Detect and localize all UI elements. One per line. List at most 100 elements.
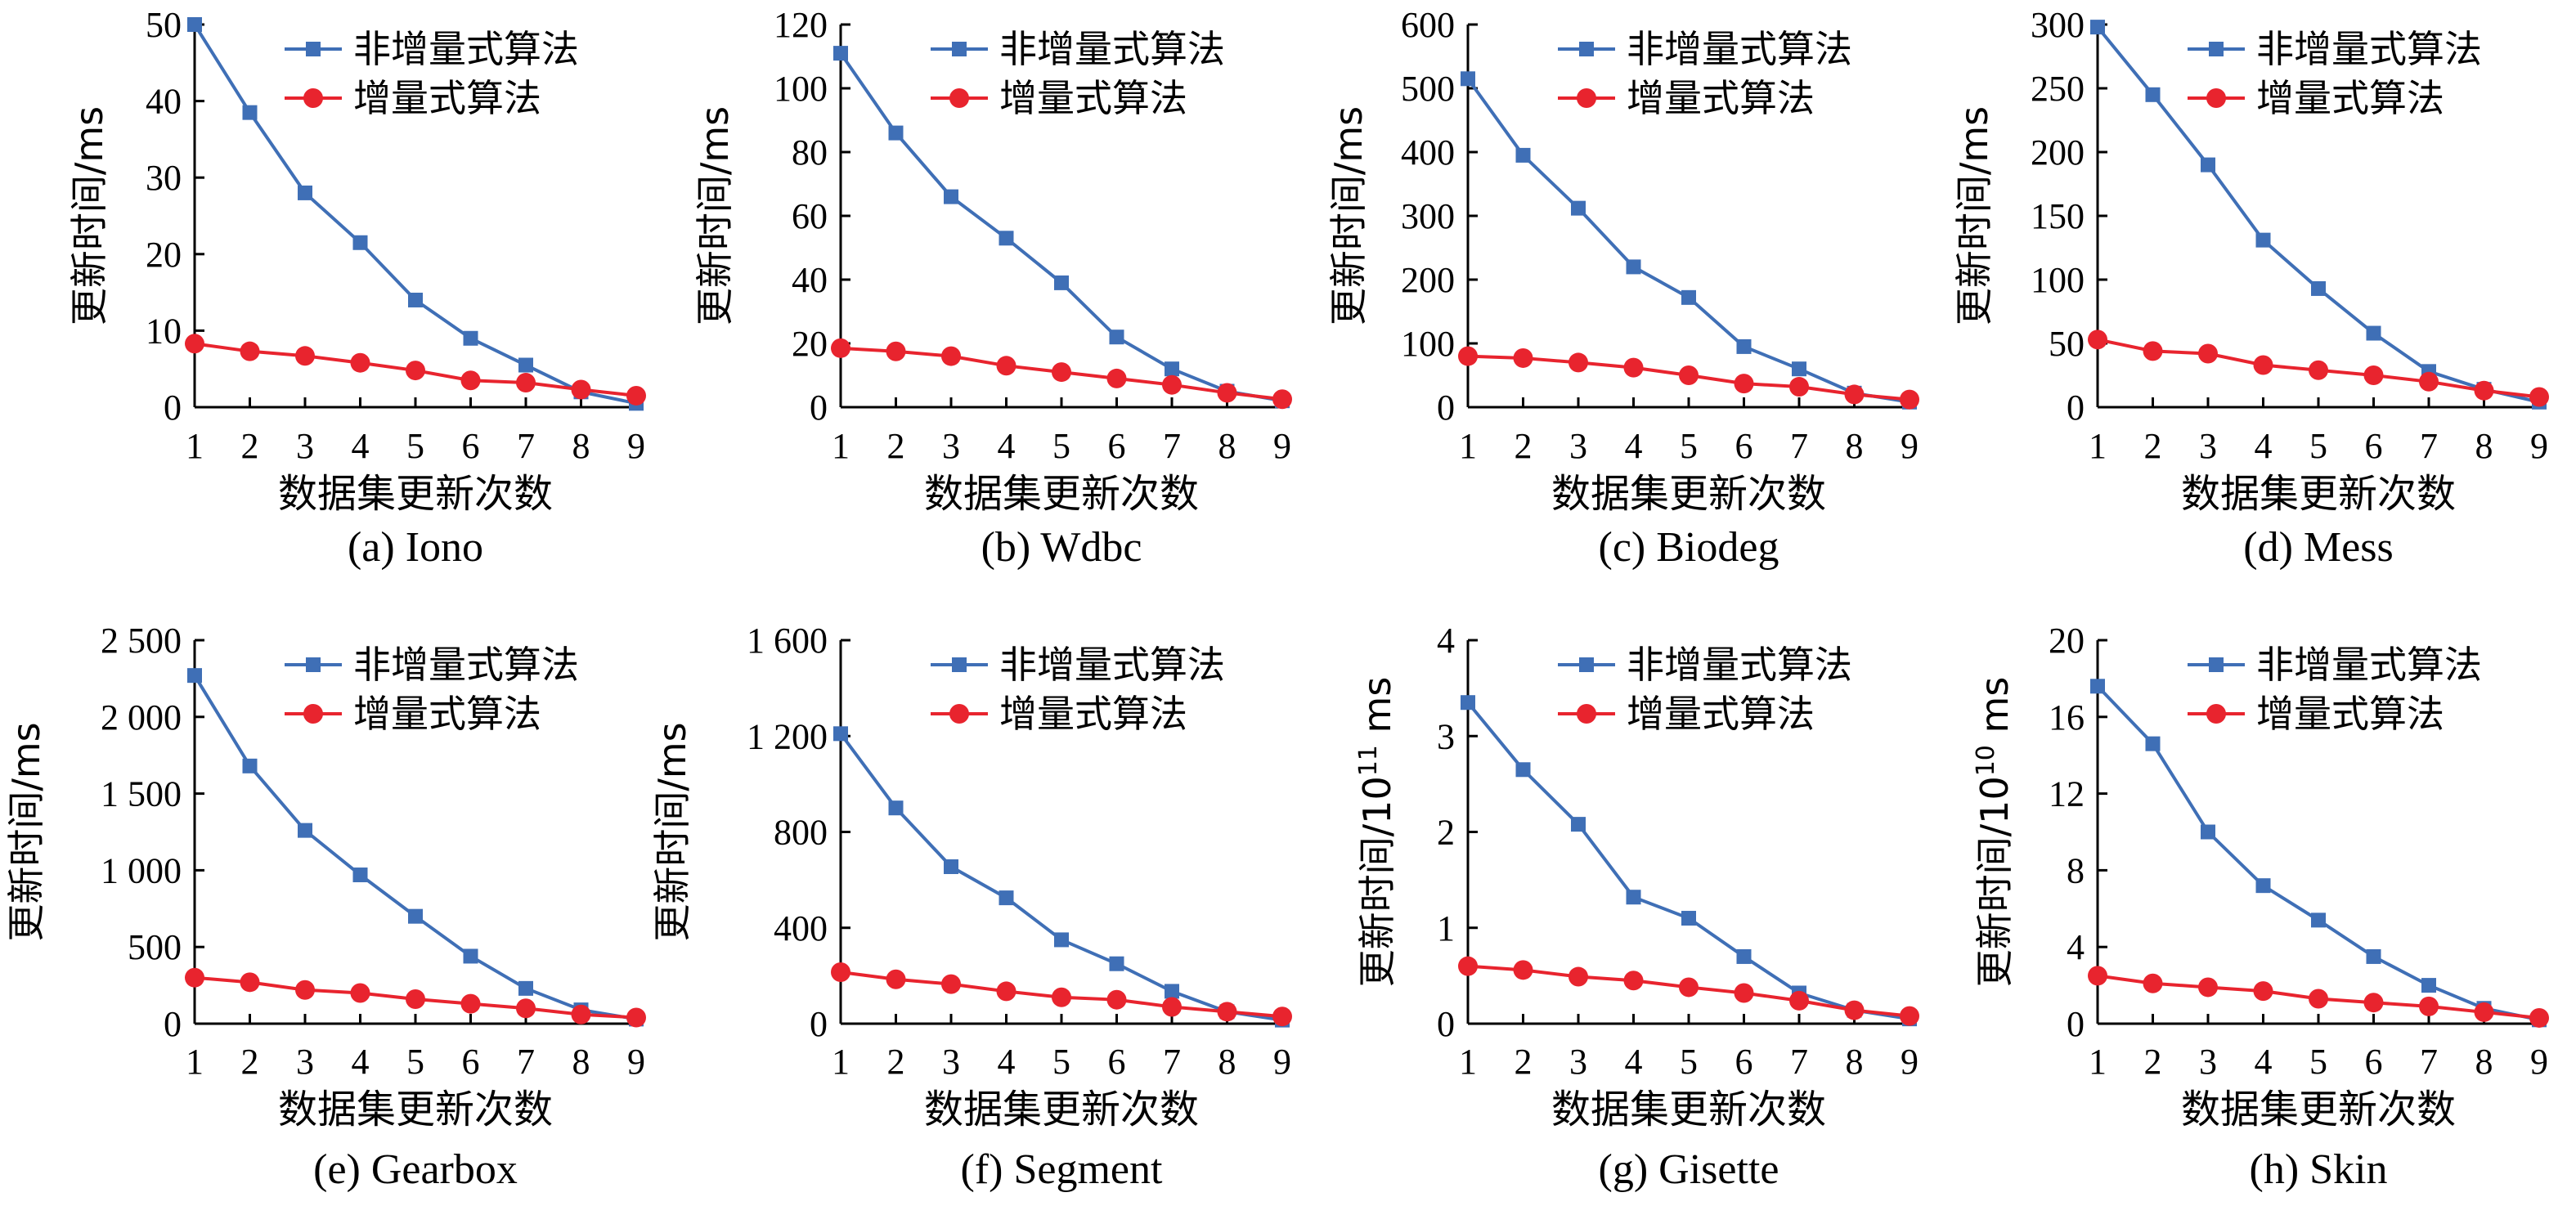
y-tick-label: 40 [792,260,828,300]
x-tick-label: 7 [517,1042,535,1082]
x-tick-label: 5 [1052,426,1070,466]
y-tick-label: 20 [146,235,182,275]
x-tick-label: 7 [2420,426,2438,466]
data-point-non-incremental [1626,259,1641,275]
y-tick-label: 200 [1401,260,1455,300]
x-tick-label: 7 [1790,1042,1808,1082]
legend-label: 非增量式算法 [999,643,1225,687]
data-point-incremental [996,356,1016,376]
data-point-incremental [626,385,646,406]
data-point-incremental [1458,956,1478,976]
x-tick-label: 8 [1218,1042,1236,1082]
x-tick-label: 9 [1273,426,1291,466]
panel-caption: (a) Iono [348,524,483,571]
x-tick-label: 1 [186,426,204,466]
x-tick-label: 6 [1108,426,1126,466]
data-point-incremental [516,373,536,393]
data-point-incremental [1458,346,1478,366]
legend-label: 非增量式算法 [999,27,1225,71]
chart-panel-4: 0 50 100 150 200 250 300 1 2 3 4 5 6 7 8 9 数据集更新次数 (d) Me… [1952,5,2549,571]
data-point-incremental [1568,966,1588,987]
data-point-non-incremental [408,292,423,307]
x-tick-label: 7 [517,426,535,466]
data-point-non-incremental [944,189,958,204]
data-point-non-incremental [1165,361,1179,377]
y-tick-label: 100 [774,69,828,109]
x-tick-label: 1 [1459,1042,1477,1082]
y-tick-label: 120 [774,5,828,45]
data-point-incremental [406,989,425,1009]
data-point-non-incremental [1681,911,1696,926]
data-point-non-incremental [1736,338,1752,354]
chart-panel-1: 0 10 20 30 40 50 1 2 3 4 5 6 7 8 9 数据集更新次数 (a) Iono 更新时间/… [67,5,646,571]
data-point-incremental [295,346,315,366]
x-axis-title: 数据集更新次数 [1551,471,1826,517]
x-tick-label: 2 [1515,426,1533,466]
data-point-incremental [886,969,906,989]
data-point-non-incremental [999,231,1014,246]
y-tick-label: 500 [128,927,182,967]
data-point-incremental [185,967,204,988]
legend-label: 增量式算法 [353,76,541,120]
x-tick-label: 9 [2530,1042,2548,1082]
y-axis-title: 更新时间/ms [1326,106,1371,325]
y-axis-title-main: 更新时间/ms [693,106,737,325]
data-point-non-incremental [2255,232,2271,248]
x-tick-label: 3 [2199,426,2217,466]
y-axis-title: 更新时间/ms [4,722,48,941]
y-tick-label: 100 [1401,324,1455,364]
legend-marker-square [952,42,967,56]
data-point-incremental [2529,1007,2549,1028]
legend-marker-circle [949,88,969,108]
x-axis-title: 数据集更新次数 [278,1087,553,1132]
data-point-non-incremental [1109,956,1124,971]
data-point-non-incremental [518,980,533,996]
y-tick-label: 1 500 [101,774,182,814]
x-tick-label: 1 [2089,1042,2107,1082]
legend-label: 非增量式算法 [2256,27,2482,71]
data-point-incremental [1734,983,1754,1003]
data-point-incremental [2419,371,2439,392]
data-point-incremental [1272,389,1292,410]
data-point-non-incremental [1165,984,1179,999]
data-point-incremental [1106,989,1127,1010]
x-tick-label: 8 [2475,426,2493,466]
x-tick-label: 4 [998,1042,1016,1082]
y-tick-label: 500 [1401,69,1455,109]
y-axis-title: 更新时间/1011 ms [1354,677,1400,988]
x-tick-label: 8 [1218,426,1236,466]
data-point-incremental [1217,1002,1237,1022]
y-tick-label: 0 [1437,388,1455,428]
data-point-non-incremental [833,726,848,742]
data-point-incremental [1789,990,1809,1011]
data-point-non-incremental [1626,890,1641,905]
y-tick-label: 16 [2049,697,2085,738]
legend-marker-circle [2206,704,2226,724]
y-tick-label: 60 [792,196,828,236]
series-line-non-incremental [839,733,1283,1022]
x-tick-label: 9 [1273,1042,1291,1082]
chart-panel-3: 0 100 200 300 400 500 600 1 2 3 4 5 6 7 8 9 数据集更新次数 (c) B… [1326,5,1919,571]
legend-marker-square [952,657,967,672]
data-point-non-incremental [463,330,478,346]
y-axis-title-exponent: 10 [1972,745,2000,776]
y-tick-label: 200 [2031,132,2085,173]
data-point-non-incremental [298,185,312,200]
x-tick-label: 5 [1680,426,1698,466]
data-point-incremental [1844,384,1865,405]
x-axis-title: 数据集更新次数 [924,471,1199,517]
data-point-incremental [2088,966,2107,986]
data-point-incremental [1900,1006,1919,1026]
y-tick-label: 1 [1437,908,1455,948]
data-point-non-incremental [242,758,258,773]
x-tick-label: 5 [2309,426,2327,466]
data-point-non-incremental [2366,948,2381,964]
data-point-non-incremental [1054,275,1069,290]
panel-caption: (e) Gearbox [313,1146,518,1193]
data-point-non-incremental [408,908,423,924]
data-point-non-incremental [888,125,904,141]
data-point-incremental [571,1004,591,1024]
data-point-incremental [350,352,370,373]
x-axis-title: 数据集更新次数 [1551,1087,1826,1132]
data-point-incremental [1162,997,1182,1017]
